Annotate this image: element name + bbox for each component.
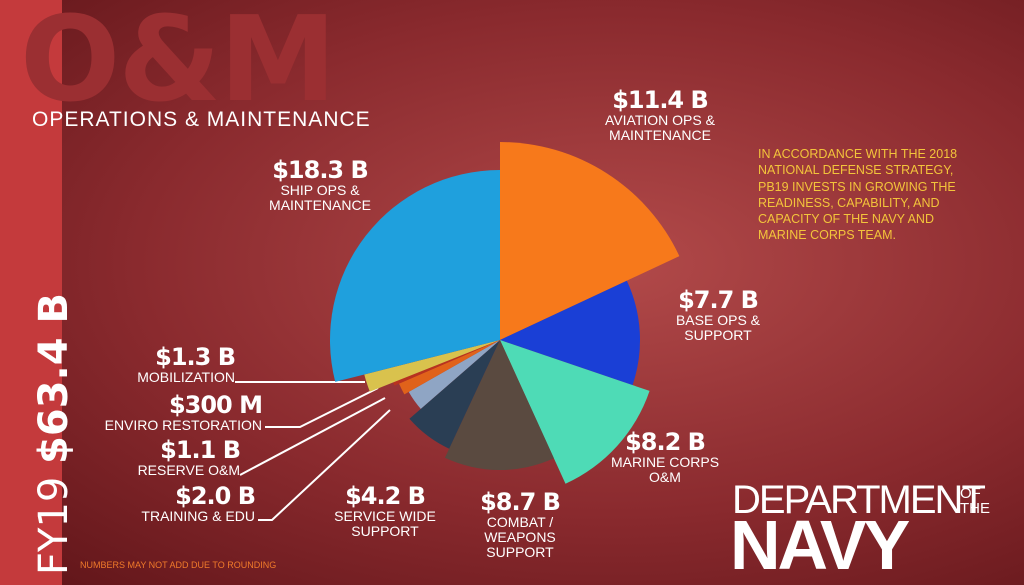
title: O&M	[20, 0, 337, 128]
slice-label: $4.2 B SERVICE WIDE SUPPORT	[325, 482, 445, 539]
value-label: $4.2 B	[345, 482, 426, 510]
value-label: $1.3 B	[155, 343, 236, 371]
value-label: $18.3 B	[272, 156, 369, 184]
subtitle: OPERATIONS & MAINTENANCE	[32, 108, 371, 131]
pie-slice	[408, 340, 500, 409]
value-label: $11.4 B	[612, 86, 709, 114]
pie-slice	[399, 340, 500, 395]
category-label: COMBAT / WEAPONS SUPPORT	[484, 514, 556, 560]
leader-line	[239, 397, 386, 476]
value-label: $2.0 B	[175, 482, 256, 510]
value-label: $8.2 B	[625, 428, 706, 456]
slice-label: $2.0 B TRAINING & EDU	[55, 482, 256, 525]
slice-label: $1.1 B RESERVE O&M	[40, 436, 241, 479]
brand-of-the: OF THE	[960, 485, 990, 517]
pie-slice	[500, 142, 680, 340]
pie-slice	[500, 280, 640, 386]
pie-slice	[409, 340, 500, 449]
category-label: SERVICE WIDE SUPPORT	[334, 508, 436, 539]
value-label: $7.7 B	[678, 286, 759, 314]
category-label: BASE OPS & SUPPORT	[675, 312, 761, 343]
leader-line	[265, 387, 379, 428]
pie-slice	[330, 170, 500, 382]
category-label: AVIATION OPS & MAINTENANCE	[605, 112, 715, 143]
category-label: TRAINING & EDU	[141, 508, 255, 525]
pie-slice	[444, 340, 554, 470]
footnote: NUMBERS MAY NOT ADD DUE TO ROUNDING	[80, 560, 277, 570]
pie-slice	[364, 340, 500, 392]
slice-label: $8.7 B COMBAT / WEAPONS SUPPORT	[420, 488, 620, 560]
slice-label: $11.4 B AVIATION OPS & MAINTENANCE	[575, 86, 745, 143]
note: IN ACCORDANCE WITH THE 2018 NATIONAL DEF…	[758, 147, 958, 243]
slice-label: $1.3 B MOBILIZATION	[35, 343, 236, 386]
brand-line1: DEPARTMENT	[732, 478, 986, 522]
slice-label: $300 M ENVIRO RESTORATION	[62, 391, 263, 434]
side-band	[0, 0, 62, 585]
category-label: MOBILIZATION	[137, 369, 235, 386]
category-label: MARINE CORPS O&M	[610, 454, 720, 485]
slice-label: $18.3 B SHIP OPS & MAINTENANCE	[245, 156, 395, 213]
brand-line2: NAVY	[730, 506, 910, 584]
value-label: $1.1 B	[160, 436, 241, 464]
leader-line	[258, 409, 391, 521]
pie-slice	[500, 340, 650, 484]
leader-lines	[235, 381, 391, 521]
category-label: RESERVE O&M	[137, 462, 240, 479]
category-label: SHIP OPS & MAINTENANCE	[269, 182, 371, 213]
value-label: $300 M	[168, 391, 263, 419]
category-label: ENVIRO RESTORATION	[104, 417, 262, 434]
pie-slice	[393, 340, 500, 386]
slice-label: $7.7 B BASE OPS & SUPPORT	[658, 286, 778, 343]
slice-label: $8.2 B MARINE CORPS O&M	[605, 428, 725, 485]
value-label: $8.7 B	[480, 488, 561, 516]
